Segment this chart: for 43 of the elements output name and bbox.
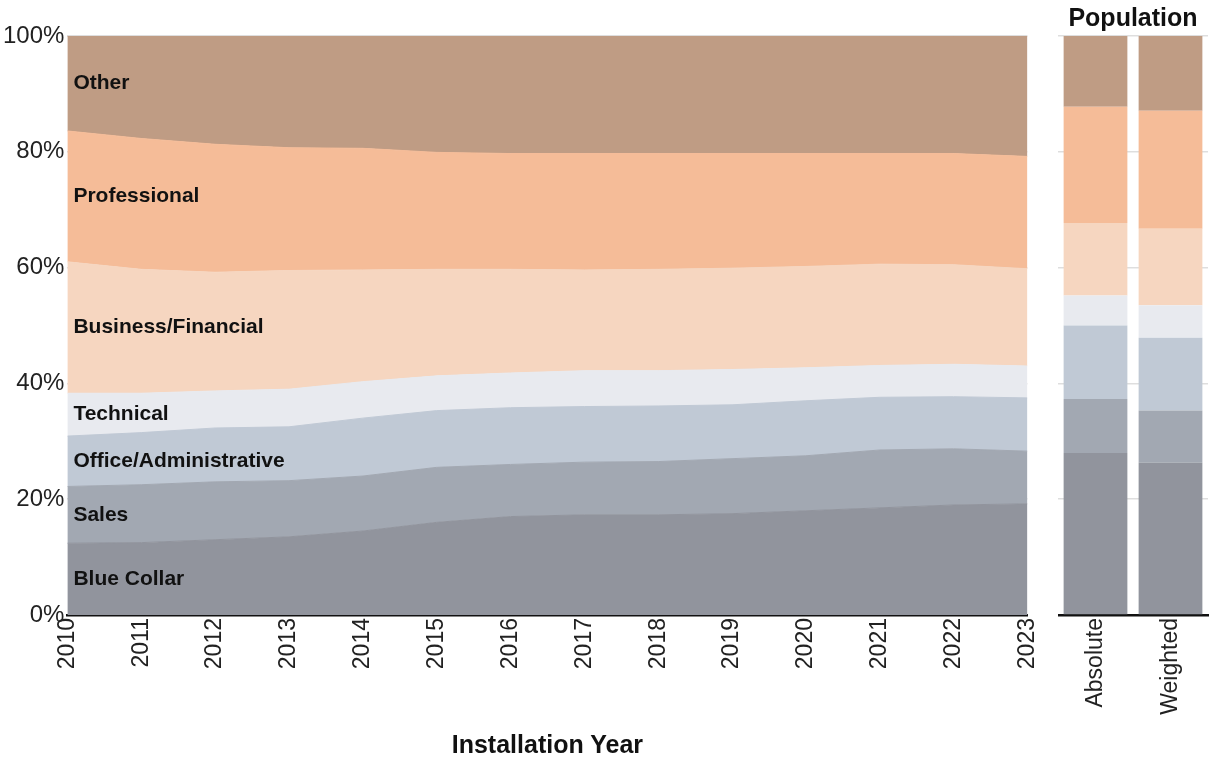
- x-tick-label: 2013: [274, 618, 301, 670]
- series-label: Business/Financial: [73, 314, 264, 338]
- x-tick-label: 2023: [1012, 618, 1039, 670]
- x-tick-label: 2012: [200, 618, 227, 670]
- series-label: Technical: [73, 401, 169, 425]
- x-tick-label: 2014: [348, 617, 375, 670]
- x-tick-label: 2015: [421, 618, 448, 670]
- bar: [1063, 399, 1128, 453]
- series-label: Other: [73, 70, 130, 94]
- bar: [1063, 223, 1128, 296]
- y-tick-label: 20%: [16, 483, 65, 511]
- x-tick-label: 2021: [865, 618, 892, 670]
- bar: [1063, 295, 1128, 326]
- x-tick-label: 2016: [495, 618, 522, 670]
- series-label: Sales: [73, 501, 129, 525]
- bar: [1138, 462, 1203, 615]
- bar: [1138, 337, 1203, 411]
- bar: [1138, 228, 1203, 306]
- series-label: Blue Collar: [73, 565, 185, 589]
- y-tick-label: 40%: [16, 368, 65, 396]
- bar: [1138, 305, 1203, 338]
- x-tick-label: 2020: [791, 618, 818, 670]
- x-tick-label: 2011: [126, 618, 153, 668]
- series-label: Professional: [73, 183, 200, 207]
- bar: [1063, 452, 1128, 615]
- series-label: Office/Administrative: [73, 448, 285, 472]
- y-tick-label: 80%: [16, 136, 65, 164]
- bar: [1138, 110, 1203, 229]
- x-tick-label: 2019: [717, 618, 744, 670]
- y-tick-label: 60%: [16, 252, 65, 280]
- x-tick-label: Weighted: [1155, 618, 1182, 715]
- x-tick-label: Absolute: [1080, 618, 1107, 708]
- bar: [1063, 325, 1128, 400]
- y-tick-label: 100%: [2, 20, 65, 48]
- bar: [1138, 410, 1203, 463]
- bar: [1138, 36, 1203, 111]
- bar: [1063, 106, 1128, 224]
- x-tick-label: 2017: [569, 618, 596, 670]
- x-tick-label: 2018: [643, 618, 670, 670]
- chart-title: Population: [1068, 3, 1198, 32]
- x-axis-title: Installation Year: [451, 729, 644, 758]
- x-tick-label: 2022: [938, 618, 965, 670]
- bar: [1063, 36, 1128, 107]
